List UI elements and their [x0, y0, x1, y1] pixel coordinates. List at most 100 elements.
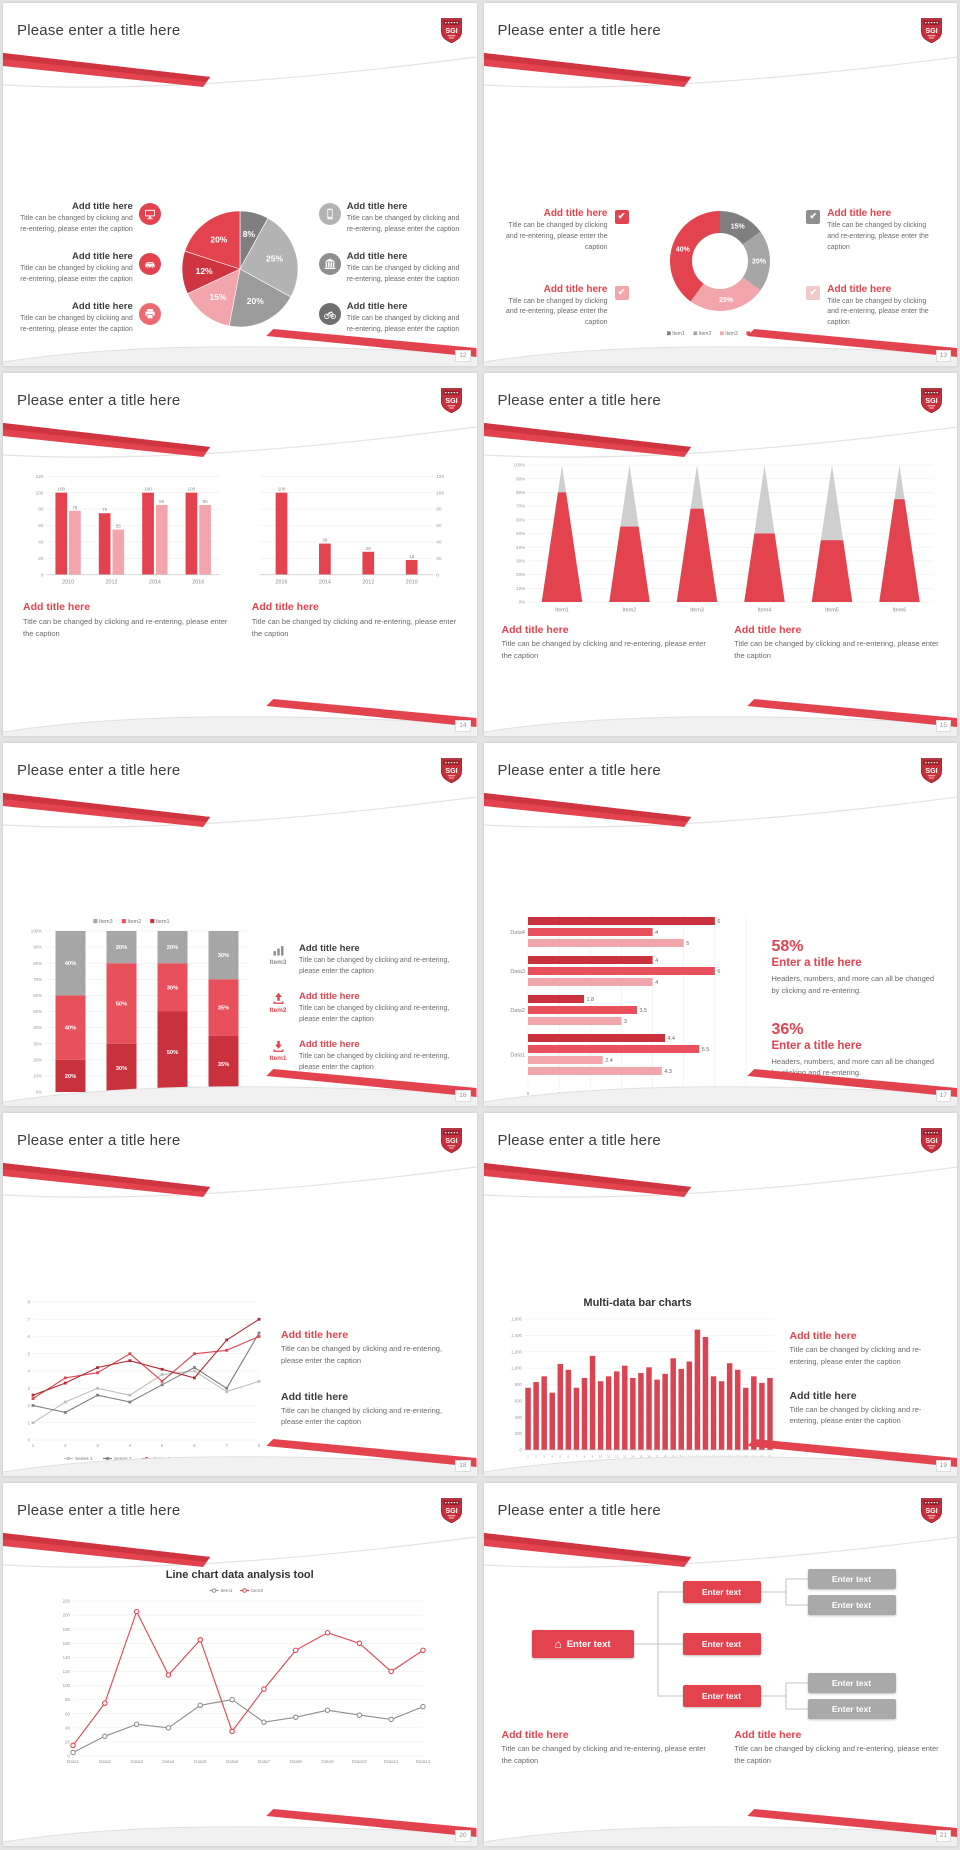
- stacked-bar-chart-svg: Item3 Item2 Item1 0% 10% 20% 30% 40% 50% 60% 70% 80…: [31, 919, 249, 1103]
- svg-text:100: 100: [278, 487, 286, 492]
- svg-text:Item3: Item3: [591, 1105, 605, 1107]
- svg-text:Series 1: Series 1: [75, 1456, 93, 1462]
- svg-text:Series 3: Series 3: [153, 1456, 171, 1462]
- slide-header: Please enter a title here SGI: [3, 1113, 477, 1157]
- callout-text: Add title here Title can be changed by c…: [347, 251, 463, 286]
- slide-14[interactable]: Please enter a title here SGI 0 20 40 60 80 1…: [3, 373, 477, 736]
- slide-20[interactable]: Please enter a title here SGI Line chart…: [3, 1483, 477, 1846]
- svg-text:20: 20: [436, 556, 442, 561]
- slide-19[interactable]: Please enter a title here SGI Multi-data…: [483, 1113, 957, 1476]
- svg-text:100: 100: [62, 1683, 70, 1688]
- block-text: Add title here Title can be changed by c…: [827, 284, 937, 330]
- svg-text:Data3: Data3: [130, 1759, 143, 1764]
- svg-text:90%: 90%: [33, 944, 42, 949]
- svg-text:50%: 50%: [33, 1009, 42, 1014]
- svg-text:0: 0: [28, 1437, 31, 1442]
- phone-icon: [318, 203, 341, 226]
- block-title: Add title here: [734, 624, 802, 636]
- checkbox-icon: ✔: [614, 209, 629, 224]
- svg-text:0: 0: [526, 1091, 529, 1097]
- svg-text:16: 16: [647, 1454, 651, 1458]
- org-node: Enter text: [807, 1595, 896, 1615]
- item-tag: Item1: [269, 1054, 287, 1062]
- svg-text:60: 60: [38, 523, 44, 528]
- svg-text:4.4: 4.4: [667, 1036, 675, 1042]
- svg-text:40%: 40%: [65, 1025, 77, 1031]
- svg-text:5: 5: [686, 941, 689, 947]
- callout-item: Add title here Title can be changed by c…: [318, 201, 463, 236]
- caption-block: Add title here Title can be changed by c…: [734, 1729, 939, 1766]
- chart-panel: Multi-data bar charts 0 200 400 600 800 1,000…: [498, 1297, 778, 1461]
- svg-text:5: 5: [161, 1443, 164, 1448]
- svg-text:38: 38: [322, 538, 327, 543]
- svg-text:90%: 90%: [516, 476, 525, 481]
- page-title: Please enter a title here: [497, 21, 661, 39]
- svg-text:7: 7: [744, 1091, 747, 1097]
- item-tag: Item3: [269, 959, 287, 967]
- top-ribbon-decoration: [483, 47, 957, 89]
- svg-text:Item4: Item4: [752, 331, 765, 337]
- block-caption: Title can be changed by clicking and re-…: [734, 639, 939, 660]
- svg-text:40: 40: [65, 1725, 70, 1730]
- svg-text:Data5: Data5: [194, 1759, 207, 1764]
- slide-13[interactable]: Please enter a title here SGI Add title …: [483, 3, 957, 366]
- svg-text:Item6: Item6: [892, 608, 906, 614]
- svg-text:6: 6: [713, 1091, 716, 1097]
- svg-text:Data1: Data1: [67, 1759, 80, 1764]
- svg-text:3: 3: [543, 1454, 545, 1458]
- item-text: Add title here Title can be changed by c…: [299, 991, 463, 1026]
- caption-block: Add title here Title can be changed by c…: [790, 1390, 944, 1427]
- svg-text:180: 180: [62, 1627, 70, 1632]
- slide-12[interactable]: Please enter a title here SGI Add title …: [3, 3, 477, 366]
- slide-21[interactable]: Please enter a title here SGI ⌂ Enter te…: [483, 1483, 957, 1846]
- line-chart-svg: 0 20 40 60 80 100 120 140 160 180 200 220 Data1 Data2…: [62, 1588, 430, 1764]
- slide-content: Item3 Item2 Item1 0% 10% 20% 30% 40% 50% 60% 70% 80…: [17, 827, 463, 1106]
- svg-text:18: 18: [409, 554, 414, 559]
- block-title: Add title here: [281, 1390, 349, 1403]
- stat-caption: Headers, numbers, and more can all be ch…: [771, 1056, 935, 1078]
- svg-text:2: 2: [535, 1454, 537, 1458]
- svg-text:20: 20: [679, 1454, 683, 1458]
- checkbox-icon: ✔: [806, 209, 821, 224]
- home-icon: ⌂: [554, 1637, 562, 1651]
- page-number: 20: [455, 1830, 471, 1842]
- top-ribbon-decoration: [483, 787, 957, 829]
- block-caption: Title can be changed by clicking and re-…: [734, 1744, 939, 1765]
- svg-text:120: 120: [36, 474, 44, 479]
- svg-text:0: 0: [436, 572, 439, 577]
- page-number: 16: [455, 1090, 471, 1102]
- callout-text: Add title here Title can be changed by c…: [17, 251, 133, 286]
- chart-panel: 0 20 40 60 80 100 120 100 78 2010 75 55 2012 100 85 201…: [23, 463, 228, 736]
- top-ribbon-decoration: [483, 1527, 957, 1569]
- slide-header: Please enter a title here SGI: [3, 743, 477, 787]
- block-caption: Title can be changed by clicking and re-…: [789, 1345, 922, 1366]
- svg-text:Data2: Data2: [114, 1097, 129, 1103]
- item-list: Item3 Add title here Title can be change…: [265, 943, 463, 1073]
- top-ribbon-decoration: [3, 417, 477, 459]
- svg-text:21: 21: [687, 1454, 691, 1458]
- display-icon: [138, 203, 161, 226]
- svg-text:80: 80: [38, 507, 44, 512]
- svg-text:5: 5: [682, 1091, 685, 1097]
- svg-text:29: 29: [752, 1454, 756, 1458]
- slide-17[interactable]: Please enter a title here SGI 0 1 2 3 4 5 6 7 6 4…: [483, 743, 957, 1107]
- svg-text:0%: 0%: [36, 1089, 42, 1094]
- svg-text:2010: 2010: [62, 580, 74, 586]
- block-title: Add title here: [543, 207, 608, 219]
- svg-text:78: 78: [72, 505, 77, 510]
- svg-text:60%: 60%: [516, 517, 525, 522]
- svg-text:7: 7: [28, 1316, 31, 1321]
- panel-caption: Title can be changed by clicking and re-…: [251, 617, 457, 638]
- callout-title: Add title here: [72, 251, 133, 263]
- slide-15[interactable]: Please enter a title here SGI 0% 10% 20% 30…: [483, 373, 957, 736]
- block-title: Add title here: [827, 207, 892, 219]
- block-caption: Title can be changed by clicking and re-…: [501, 1744, 706, 1765]
- svg-text:4.3: 4.3: [664, 1069, 672, 1075]
- svg-text:4: 4: [28, 1368, 31, 1373]
- svg-text:20%: 20%: [167, 945, 179, 951]
- svg-text:100: 100: [436, 490, 444, 495]
- slide-16[interactable]: Please enter a title here SGI Item3 Item2…: [3, 743, 477, 1106]
